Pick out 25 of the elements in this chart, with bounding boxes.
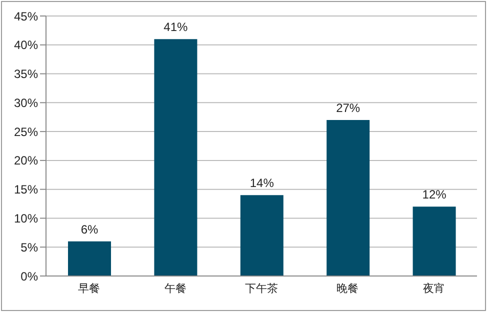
x-tick-label: 午餐 [164,282,186,295]
y-tick-label: 20% [14,154,38,168]
data-label: 6% [80,222,98,236]
data-label: 12% [422,188,447,202]
bar [68,241,111,276]
x-tick-label: 下午茶 [245,282,278,295]
data-label: 27% [336,101,360,115]
y-tick-label: 30% [14,96,38,110]
y-tick-label: 15% [14,182,38,197]
bar [240,195,284,276]
y-tick-label: 35% [14,67,38,82]
bar [326,120,370,276]
y-tick-label: 0% [20,269,38,284]
x-tick-label: 晚餐 [336,282,359,295]
bar [412,206,456,276]
y-tick-label: 25% [14,124,38,139]
y-tick-label: 10% [14,211,38,226]
x-tick-label: 夜宵 [422,282,445,295]
data-label: 41% [164,20,188,34]
bar [154,39,198,276]
y-tick-label: 5% [20,240,38,254]
y-tick-label: 40% [14,38,38,52]
data-label: 14% [250,176,274,190]
y-tick-label: 45% [14,9,38,24]
x-tick-label: 早餐 [78,282,100,295]
